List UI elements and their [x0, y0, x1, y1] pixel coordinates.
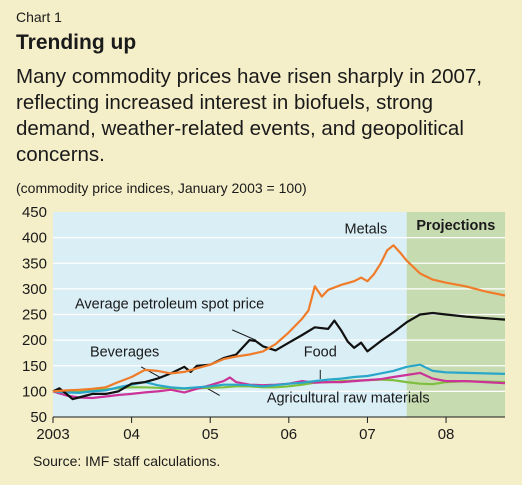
x-tick-label: 04: [123, 426, 140, 443]
y-tick-label: 300: [22, 281, 47, 298]
chart-subtitle: Many commodity prices have risen sharply…: [16, 65, 483, 166]
series-annotation: Metals: [345, 222, 388, 238]
series-line-food: [52, 363, 506, 394]
annotation-leader: [232, 329, 257, 341]
x-tick-label: 06: [280, 426, 297, 443]
y-tick-label: 350: [22, 255, 47, 272]
chart-number: Chart 1: [16, 9, 62, 25]
series-annotation: Average petroleum spot price: [75, 296, 264, 312]
y-tick-label: 400: [22, 230, 47, 247]
annotation-leader: [206, 387, 220, 396]
x-tick-label: 07: [359, 426, 376, 443]
y-tick-label: 100: [22, 383, 47, 400]
y-tick-label: 200: [22, 332, 47, 349]
projections-label: Projections: [416, 218, 495, 234]
y-tick-label: 250: [22, 307, 47, 324]
source-note: Source: IMF staff calculations.: [33, 453, 221, 469]
x-tick-label: 08: [438, 426, 455, 443]
y-tick-label: 50: [30, 409, 47, 426]
y-tick-label: 450: [22, 204, 47, 221]
x-tick-label: 05: [202, 426, 219, 443]
units-note: (commodity price indices, January 2003 =…: [16, 180, 307, 196]
series-annotation: Food: [304, 345, 337, 361]
series-annotation: Agricultural raw materials: [267, 391, 430, 407]
annotation-leader: [140, 366, 162, 379]
x-tick-label: 2003: [36, 426, 69, 443]
series-line-metals: [52, 244, 506, 393]
chart-title: Trending up: [16, 31, 137, 54]
series-annotation: Beverages: [90, 345, 159, 361]
series-line-average-petroleum-spot-price: [52, 311, 506, 401]
y-tick-label: 150: [22, 358, 47, 375]
